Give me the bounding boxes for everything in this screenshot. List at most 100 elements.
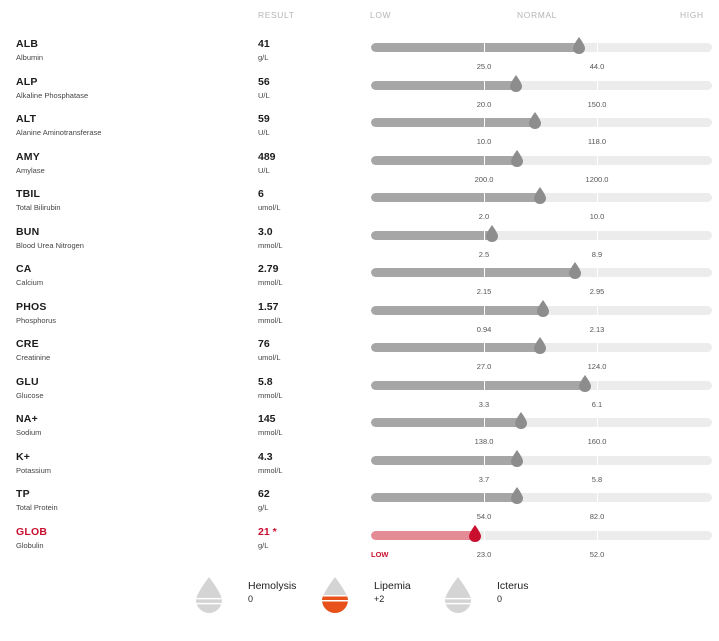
range-high-tick	[597, 377, 598, 394]
range-high-tick	[597, 190, 598, 206]
analyte-code: BUN	[16, 225, 40, 238]
result-value: 4.3	[258, 450, 273, 463]
range-low-tick	[484, 452, 485, 469]
result-unit: umol/L	[258, 353, 281, 362]
range-high-tick	[597, 265, 598, 281]
icterus-label: Icterus	[497, 580, 529, 592]
result-row: AMY Amylase 489 U/L 200.0 1200.0	[0, 149, 719, 189]
range-high-label: 44.0	[589, 62, 605, 71]
range-bar-fill	[371, 193, 540, 202]
analyte-name: Amylase	[16, 165, 45, 175]
analyte-name: Total Bilirubin	[16, 203, 61, 212]
analyte-name: Potassium	[16, 465, 52, 475]
header-result: RESULT	[258, 10, 295, 20]
lipemia-label: Lipemia	[374, 580, 411, 592]
range-high-label: 8.9	[591, 249, 603, 259]
result-value: 76	[258, 338, 270, 350]
range-high-tick	[597, 527, 598, 544]
range-bar	[371, 155, 712, 165]
result-unit: mmol/L	[258, 315, 283, 325]
range-bar-fill	[371, 305, 544, 315]
result-marker-icon	[469, 524, 481, 542]
range-low-label: 3.7	[478, 474, 490, 484]
analyte-code: K+	[16, 450, 31, 463]
range-high-label: 10.0	[589, 212, 605, 221]
range-bar	[371, 530, 712, 540]
result-value: 21 *	[258, 525, 277, 538]
range-low-tick	[484, 265, 485, 281]
range-low-tick	[484, 40, 485, 56]
range-low-tick	[484, 152, 485, 169]
icterus-value: 0	[497, 594, 503, 604]
range-low-label: 54.0	[476, 512, 492, 521]
range-bar-fill	[371, 155, 517, 165]
analyte-code: ALP	[16, 75, 38, 88]
range-high-label: 52.0	[589, 549, 605, 559]
range-high-label: 6.1	[591, 399, 603, 409]
range-low-label: 200.0	[474, 174, 494, 184]
analyte-code: ALT	[16, 113, 37, 125]
range-high-label: 2.13	[589, 324, 605, 334]
analyte-code: PHOS	[16, 300, 47, 313]
result-row: K+ Potassium 4.3 mmol/L 3.7 5.8	[0, 449, 719, 489]
result-marker-icon	[528, 112, 541, 129]
header-high: HIGH	[680, 10, 704, 20]
hemolysis-drop-icon	[196, 577, 222, 613]
result-marker-icon	[510, 487, 523, 504]
result-unit: U/L	[258, 128, 270, 137]
range-low-label: 0.94	[476, 324, 492, 334]
result-row: CA Calcium 2.79 mmol/L 2.15 2.95	[0, 262, 719, 301]
result-row: TBIL Total Bilirubin 6 umol/L 2.0 10.0	[0, 187, 719, 226]
analyte-name: Blood Urea Nitrogen	[16, 240, 84, 250]
range-bar	[371, 80, 712, 90]
result-row: CRE Creatinine 76 umol/L 27.0 124.0	[0, 337, 719, 376]
range-bar	[371, 418, 712, 427]
range-low-tick	[484, 490, 485, 506]
range-low-tick	[484, 340, 485, 356]
result-marker-icon	[510, 449, 523, 467]
result-marker-icon	[486, 224, 499, 242]
range-low-label: 20.0	[476, 99, 492, 109]
header-normal: NORMAL	[517, 10, 557, 20]
result-marker-icon	[509, 74, 522, 92]
range-bar-fill	[371, 268, 575, 277]
range-high-tick	[597, 490, 598, 506]
analyte-name: Phosphorus	[16, 315, 57, 325]
analyte-code: CA	[16, 263, 32, 275]
result-unit: g/L	[258, 540, 269, 550]
result-value: 56	[258, 75, 270, 88]
icterus-drop-icon	[445, 577, 471, 613]
result-unit: mmol/L	[258, 465, 283, 475]
range-low-label: 27.0	[476, 362, 492, 371]
range-high-label: 118.0	[587, 137, 607, 146]
result-value: 6	[258, 188, 264, 200]
analyte-name: Creatinine	[16, 353, 51, 362]
range-low-tick	[484, 377, 485, 394]
analyte-code: TBIL	[16, 188, 41, 200]
analyte-code: GLOB	[16, 525, 48, 538]
flag-label: LOW	[371, 549, 389, 559]
range-low-tick	[484, 227, 485, 244]
result-value: 3.0	[258, 225, 273, 238]
analyte-name: Sodium	[16, 428, 42, 437]
range-low-label: 2.15	[476, 287, 492, 296]
range-low-tick	[484, 77, 485, 94]
range-bar	[371, 230, 712, 240]
range-low-tick	[484, 415, 485, 431]
result-row: ALT Alanine Aminotransferase 59 U/L 10.0 118.…	[0, 112, 719, 151]
result-row: NA+ Sodium 145 mmol/L 138.0 160.0	[0, 412, 719, 451]
analyte-name: Globulin	[16, 540, 44, 550]
range-high-label: 150.0	[587, 99, 607, 109]
range-high-label: 82.0	[589, 512, 605, 521]
range-low-label: 3.3	[478, 399, 490, 409]
range-high-tick	[597, 77, 598, 94]
analyte-name: Calcium	[16, 278, 44, 287]
result-row: TP Total Protein 62 g/L 54.0 82.0	[0, 487, 719, 526]
analyte-name: Alkaline Phosphatase	[16, 90, 89, 100]
result-value: 1.57	[258, 300, 279, 313]
result-row: ALB Albumin 41 g/L 25.0 44.0	[0, 37, 719, 76]
result-unit: mmol/L	[258, 240, 283, 250]
result-row: PHOS Phosphorus 1.57 mmol/L 0.94 2.13	[0, 299, 719, 339]
result-value: 5.8	[258, 375, 273, 388]
result-row: BUN Blood Urea Nitrogen 3.0 mmol/L 2.5 8.9	[0, 224, 719, 264]
